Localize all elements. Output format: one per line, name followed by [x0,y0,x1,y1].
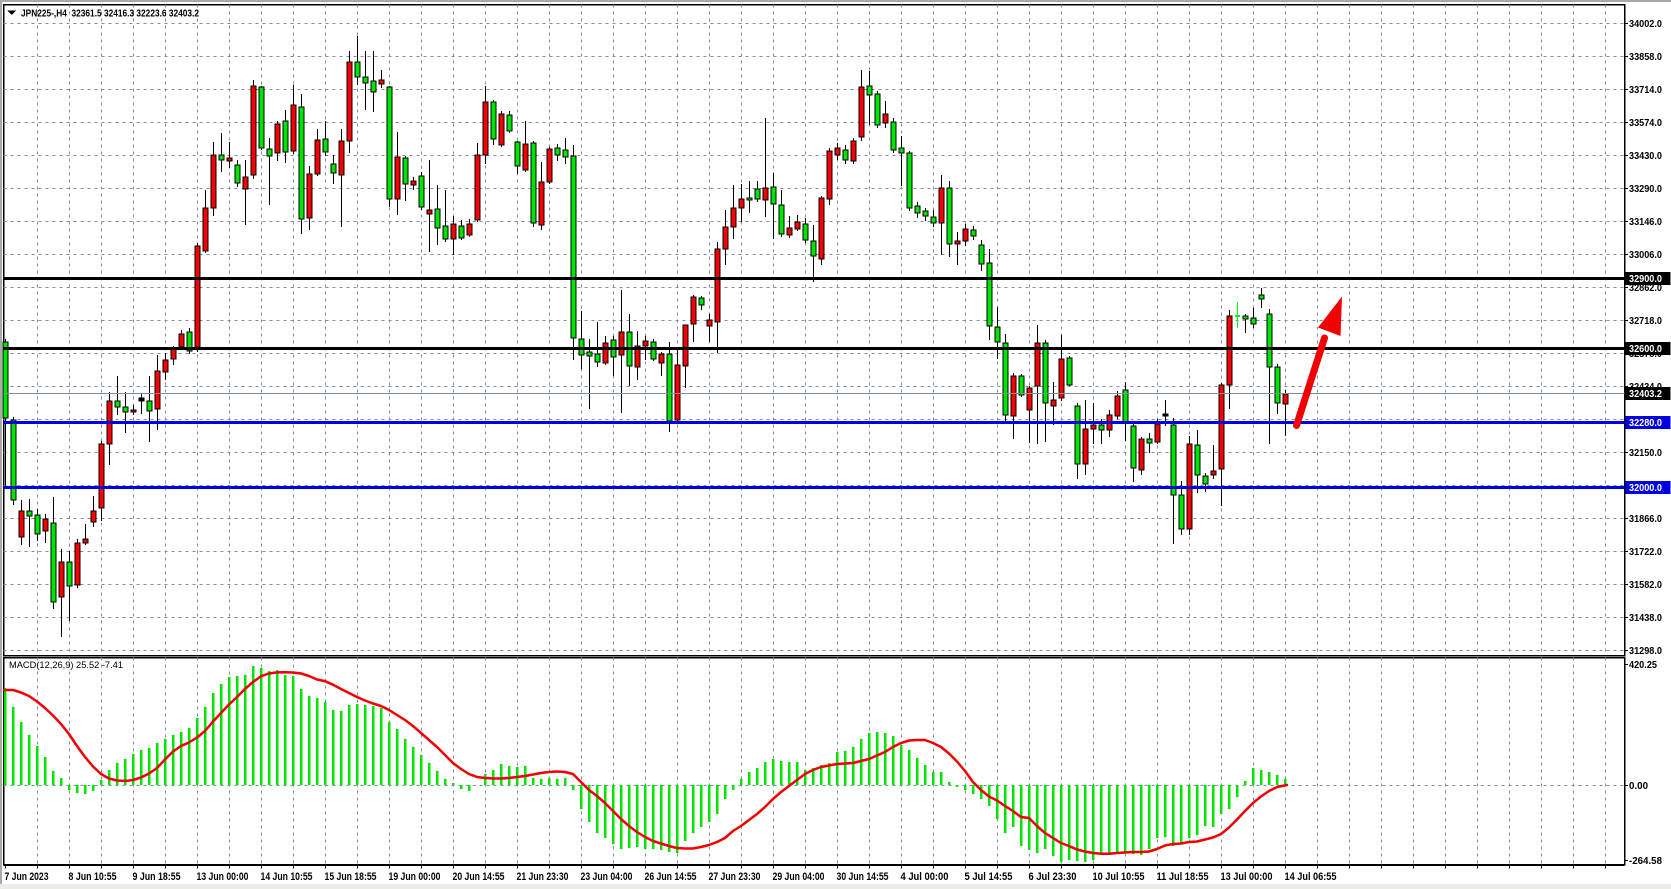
svg-text:21 Jun 23:30: 21 Jun 23:30 [517,871,569,883]
svg-text:32900.0: 32900.0 [1629,274,1662,285]
svg-text:33430.0: 33430.0 [1629,151,1662,162]
svg-text:33714.0: 33714.0 [1629,85,1662,96]
svg-text:33574.0: 33574.0 [1629,118,1662,129]
svg-text:32403.2: 32403.2 [1629,389,1662,400]
svg-text:33858.0: 33858.0 [1629,52,1662,63]
svg-text:7 Jun 2023: 7 Jun 2023 [5,871,49,883]
svg-text:19 Jun 00:00: 19 Jun 00:00 [389,871,441,883]
svg-text:13 Jun 00:00: 13 Jun 00:00 [197,871,249,883]
svg-text:32280.0: 32280.0 [1629,418,1662,429]
svg-text:33146.0: 33146.0 [1629,217,1662,228]
svg-text:34002.0: 34002.0 [1629,19,1662,30]
svg-text:15 Jun 18:55: 15 Jun 18:55 [325,871,377,883]
svg-text:4 Jul 00:00: 4 Jul 00:00 [901,871,949,883]
svg-text:31298.0: 31298.0 [1629,646,1662,657]
svg-text:31582.0: 31582.0 [1629,580,1662,591]
svg-text:10 Jul 10:55: 10 Jul 10:55 [1093,871,1145,883]
svg-text:31438.0: 31438.0 [1629,613,1662,624]
svg-text:32150.0: 32150.0 [1629,448,1662,459]
svg-text:420.25: 420.25 [1629,660,1657,671]
svg-text:29 Jun 04:00: 29 Jun 04:00 [773,871,825,883]
svg-text:14 Jun 10:55: 14 Jun 10:55 [261,871,313,883]
svg-text:32718.0: 32718.0 [1629,316,1662,327]
svg-text:14 Jul 06:55: 14 Jul 06:55 [1285,871,1337,883]
svg-text:31722.0: 31722.0 [1629,547,1662,558]
svg-text:-264.58: -264.58 [1629,856,1662,867]
svg-text:6 Jul 23:30: 6 Jul 23:30 [1029,871,1077,883]
svg-text:26 Jun 14:55: 26 Jun 14:55 [645,871,697,883]
svg-text:0.00: 0.00 [1629,781,1648,792]
svg-text:33006.0: 33006.0 [1629,250,1662,261]
svg-text:5 Jul 14:55: 5 Jul 14:55 [965,871,1013,883]
svg-text:20 Jun 14:55: 20 Jun 14:55 [453,871,505,883]
svg-text:9 Jun 18:55: 9 Jun 18:55 [133,871,181,883]
svg-text:MACD(12,26,9) 25.52 -7.41: MACD(12,26,9) 25.52 -7.41 [9,660,123,671]
svg-text:13 Jul 00:00: 13 Jul 00:00 [1221,871,1273,883]
svg-text:30 Jun 14:55: 30 Jun 14:55 [837,871,889,883]
svg-text:23 Jun 04:00: 23 Jun 04:00 [581,871,633,883]
svg-text:31866.0: 31866.0 [1629,514,1662,525]
svg-text:JPN225-,H4 32361.5 32416.3 32: JPN225-,H4 32361.5 32416.3 32223.6 32403… [21,8,199,20]
svg-text:33290.0: 33290.0 [1629,184,1662,195]
svg-text:27 Jun 23:30: 27 Jun 23:30 [709,871,761,883]
svg-text:8 Jun 10:55: 8 Jun 10:55 [69,871,117,883]
svg-text:32600.0: 32600.0 [1629,344,1662,355]
svg-text:32000.0: 32000.0 [1629,483,1662,494]
svg-text:11 Jul 18:55: 11 Jul 18:55 [1157,871,1209,883]
svg-text:32862.0: 32862.0 [1629,283,1662,294]
